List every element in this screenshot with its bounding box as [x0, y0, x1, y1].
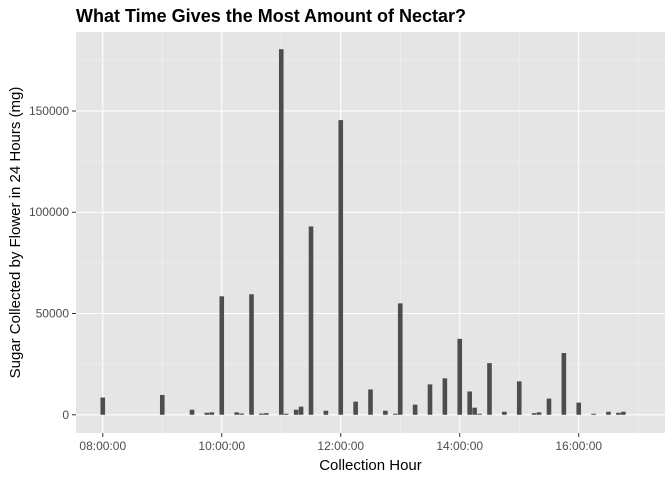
- bar: [393, 413, 398, 415]
- bar: [383, 410, 388, 415]
- bar: [502, 411, 507, 415]
- y-tick-label: 150000: [29, 104, 69, 118]
- bar: [467, 391, 472, 415]
- bar: [308, 226, 314, 415]
- x-tick-label: 10:00:00: [198, 439, 245, 453]
- y-axis-title: Sugar Collected by Flower in 24 Hours (m…: [7, 87, 24, 379]
- y-tick-label: 0: [62, 408, 69, 422]
- bar: [561, 353, 567, 415]
- bar: [278, 49, 284, 415]
- bar: [368, 389, 373, 415]
- bar: [472, 407, 477, 415]
- bar: [219, 296, 225, 415]
- x-tick-label: 12:00:00: [317, 439, 364, 453]
- bar: [546, 398, 552, 415]
- bar: [204, 412, 210, 415]
- bar: [576, 402, 582, 415]
- bar: [531, 413, 537, 415]
- y-tick-label: 50000: [36, 307, 70, 321]
- bar: [442, 378, 448, 415]
- bar: [338, 120, 344, 415]
- x-tick-label: 14:00:00: [436, 439, 483, 453]
- bar: [397, 303, 403, 415]
- bar: [209, 412, 215, 415]
- bar: [606, 411, 611, 415]
- bar: [239, 413, 244, 415]
- bar: [323, 410, 329, 415]
- bar: [259, 413, 264, 415]
- bar: [427, 384, 433, 415]
- bar: [457, 338, 463, 415]
- axes: 08:00:00 10:00:00 12:00:00 14:00:00 16:00:00…: [29, 104, 602, 453]
- bar: [621, 411, 626, 415]
- bar: [234, 412, 239, 415]
- bar: [487, 363, 492, 415]
- bar: [159, 394, 165, 415]
- bar: [283, 413, 289, 415]
- bar: [100, 397, 106, 415]
- bar: [293, 409, 299, 415]
- bar: [516, 381, 522, 415]
- bar: [264, 413, 269, 415]
- y-tick-label: 100000: [29, 205, 69, 219]
- bar: [353, 401, 358, 415]
- bar: [249, 294, 254, 415]
- bar: [412, 404, 418, 415]
- bar: [189, 409, 195, 415]
- bar: [477, 413, 482, 415]
- plot-panel: [76, 32, 665, 433]
- bar: [616, 412, 621, 415]
- bar: [591, 413, 596, 415]
- x-axis-title: Collection Hour: [319, 457, 422, 474]
- bars: [100, 49, 626, 415]
- x-tick-label: 08:00:00: [79, 439, 126, 453]
- bar: [536, 412, 542, 415]
- chart-title: What Time Gives the Most Amount of Necta…: [76, 6, 466, 26]
- bar: [298, 406, 304, 415]
- x-tick-label: 16:00:00: [555, 439, 602, 453]
